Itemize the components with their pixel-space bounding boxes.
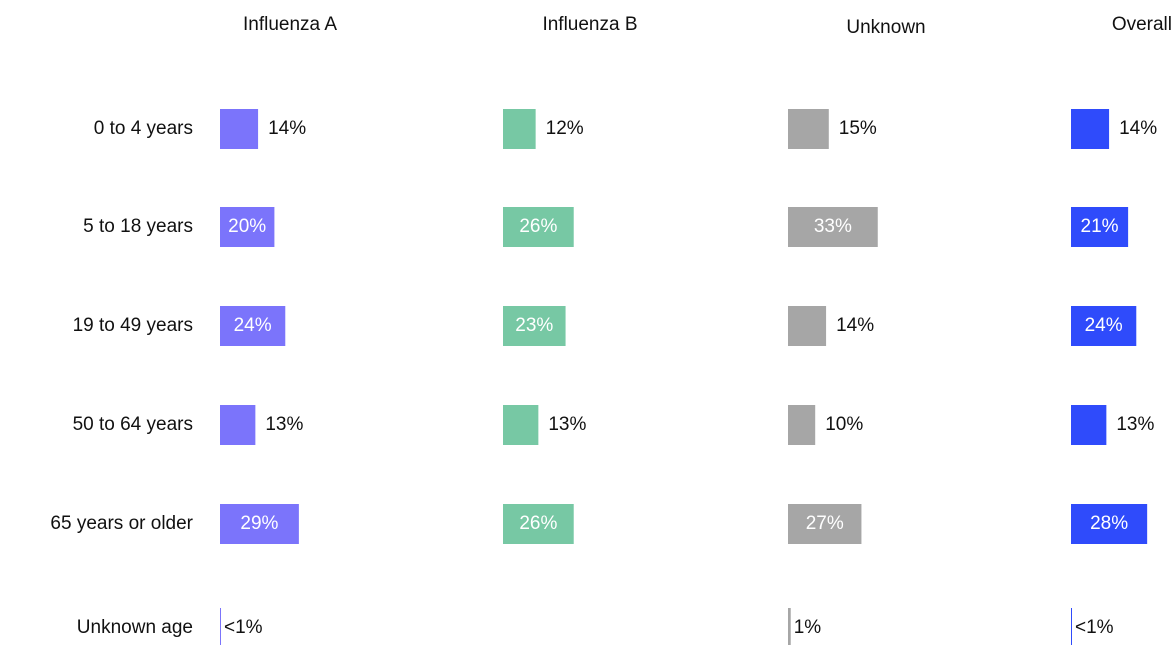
bar	[220, 207, 275, 247]
value-label: 27%	[806, 513, 844, 534]
panel-title: Influenza B	[542, 14, 637, 35]
value-label: <1%	[224, 617, 263, 638]
bar	[220, 109, 259, 149]
category-label: 50 to 64 years	[73, 414, 193, 435]
value-label: 12%	[546, 118, 584, 139]
category-label: 5 to 18 years	[83, 216, 193, 237]
bar	[503, 504, 574, 544]
value-label: 24%	[234, 315, 272, 336]
value-label: 14%	[836, 315, 874, 336]
bar	[220, 306, 286, 346]
value-label: 29%	[240, 513, 278, 534]
value-label: 15%	[839, 118, 877, 139]
bar	[503, 306, 566, 346]
bar	[1071, 109, 1110, 149]
bar	[788, 306, 827, 346]
value-label: 33%	[814, 216, 852, 237]
category-label: 19 to 49 years	[73, 315, 193, 336]
category-label: 0 to 4 years	[94, 118, 193, 139]
value-label: 13%	[1116, 414, 1154, 435]
value-label: <1%	[1075, 617, 1114, 638]
bar	[1071, 207, 1129, 247]
bar	[788, 109, 829, 149]
value-label: 20%	[228, 216, 266, 237]
panel-title: Overall	[1112, 14, 1172, 35]
bar	[220, 405, 256, 445]
bar	[788, 207, 878, 247]
value-label: 26%	[519, 216, 557, 237]
bar	[503, 207, 574, 247]
panel-title: Unknown	[846, 17, 925, 38]
bar	[1071, 306, 1137, 346]
value-label: 26%	[519, 513, 557, 534]
bar	[788, 504, 862, 544]
bar	[503, 405, 539, 445]
bar	[220, 504, 299, 544]
value-label: 23%	[515, 315, 553, 336]
bar	[503, 109, 536, 149]
bar	[788, 608, 791, 645]
bar	[1071, 608, 1072, 645]
value-label: 13%	[548, 414, 586, 435]
bar	[1071, 504, 1148, 544]
category-label: 65 years or older	[50, 513, 193, 534]
bar	[220, 608, 221, 645]
value-label: 10%	[825, 414, 863, 435]
value-label: 21%	[1081, 216, 1119, 237]
category-label: Unknown age	[77, 617, 193, 638]
value-label: 1%	[794, 617, 822, 638]
value-label: 28%	[1090, 513, 1128, 534]
value-label: 14%	[1119, 118, 1157, 139]
value-label: 13%	[265, 414, 303, 435]
panel-title: Influenza A	[243, 14, 337, 35]
bar	[1071, 405, 1107, 445]
value-label: 24%	[1085, 315, 1123, 336]
value-label: 14%	[268, 118, 306, 139]
bar	[788, 405, 816, 445]
